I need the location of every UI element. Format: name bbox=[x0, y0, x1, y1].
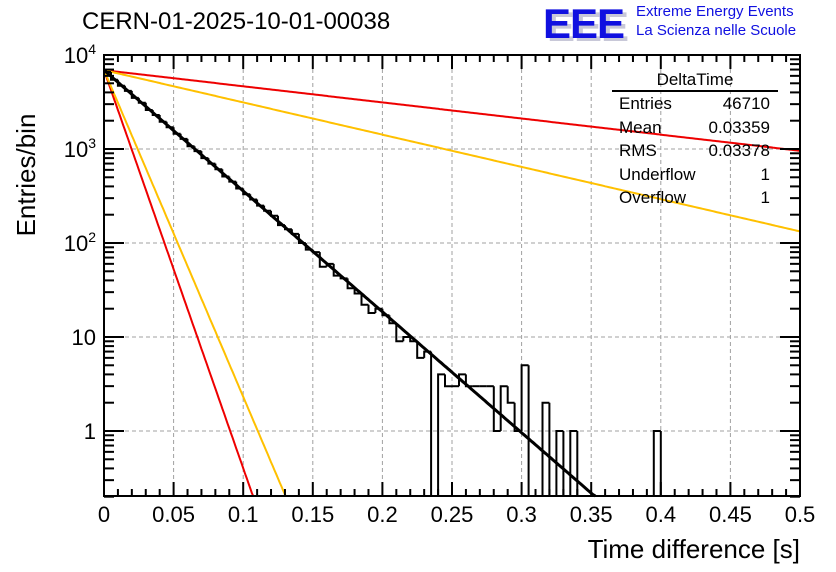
y-tick-label: 104 bbox=[64, 41, 96, 68]
stats-label: Overflow bbox=[619, 188, 687, 207]
histogram-bin bbox=[520, 364, 529, 431]
stats-row-overflow: Overflow 1 bbox=[612, 186, 778, 210]
x-tick-label: 0.5 bbox=[785, 502, 816, 527]
histogram-bin bbox=[562, 431, 571, 497]
fit-lines bbox=[103, 69, 801, 497]
x-tick-label: 0 bbox=[98, 502, 110, 527]
histogram-bin bbox=[555, 430, 564, 496]
histogram-bin bbox=[402, 336, 411, 342]
histogram-bin bbox=[437, 373, 445, 496]
stats-row-underflow: Underflow 1 bbox=[612, 163, 778, 187]
histogram-bin bbox=[103, 71, 111, 496]
histogram-bin bbox=[652, 430, 661, 496]
x-tick-label: 0.1 bbox=[228, 502, 259, 527]
histogram-bin bbox=[506, 386, 515, 404]
axes: 0 0.05 0.1 0.15 0.2 0.25 0.3 0.35 0.4 0.45 0.5 1 10 1… bbox=[64, 41, 816, 527]
x-tick-label: 0.15 bbox=[291, 502, 334, 527]
histogram-bin bbox=[548, 402, 557, 497]
histogram-bin bbox=[492, 386, 501, 432]
series-line-fit bbox=[102, 69, 597, 498]
stats-row-entries: Entries 46710 bbox=[612, 92, 778, 116]
plot-title: CERN-01-2025-10-01-00038 bbox=[82, 8, 391, 35]
histogram-bin bbox=[659, 431, 668, 497]
y-tick-label: 1 bbox=[84, 419, 96, 444]
stats-row-rms: RMS 0.03378 bbox=[612, 139, 778, 163]
histogram-bin bbox=[430, 351, 439, 497]
series-line-red-steep bbox=[103, 69, 255, 497]
stats-value: 0.03378 bbox=[708, 141, 770, 160]
x-tick-label: 0.4 bbox=[646, 502, 677, 527]
series-line-yellow-steep bbox=[103, 69, 287, 497]
x-axis-label: Time difference [s] bbox=[588, 534, 800, 564]
series-line-yellow-shallow bbox=[103, 69, 801, 233]
grid bbox=[104, 54, 800, 496]
histogram-bin bbox=[444, 374, 452, 388]
x-tick-label: 0.05 bbox=[152, 502, 195, 527]
histogram-bin bbox=[360, 293, 369, 306]
y-tick-label: 103 bbox=[64, 135, 96, 162]
stats-label: Entries bbox=[619, 94, 672, 113]
stats-label: Underflow bbox=[619, 164, 696, 184]
y-tick-label: 10 bbox=[72, 325, 96, 350]
x-tick-label: 0.45 bbox=[709, 502, 752, 527]
x-tick-label: 0.3 bbox=[506, 502, 537, 527]
stats-label: RMS bbox=[619, 141, 657, 160]
x-tick-label: 0.2 bbox=[367, 502, 398, 527]
x-tick-label: 0.25 bbox=[431, 502, 474, 527]
histogram-bin bbox=[541, 401, 550, 496]
y-tick-label: 102 bbox=[64, 229, 96, 256]
stats-value: 46710 bbox=[722, 94, 770, 113]
stats-label: Mean bbox=[619, 117, 662, 137]
x-tick-label: 0.35 bbox=[570, 502, 613, 527]
histogram-bin bbox=[367, 304, 376, 314]
histogram-bin bbox=[416, 341, 425, 359]
y-axis-label: Entries/bin bbox=[11, 114, 41, 237]
histogram-bin bbox=[569, 430, 578, 496]
histogram-bin bbox=[458, 373, 466, 387]
stats-title: DeltaTime bbox=[612, 70, 778, 92]
stats-row-mean: Mean 0.03359 bbox=[612, 116, 778, 140]
eee-logo: EEE bbox=[543, 0, 625, 47]
stats-value: 1 bbox=[760, 188, 770, 207]
stats-box: DeltaTime Entries 46710 Mean 0.03359 RMS 0.… bbox=[612, 70, 778, 210]
logo-text-line2: La Scienza nelle Scuole bbox=[636, 22, 797, 39]
fit-curve bbox=[102, 69, 597, 498]
histogram-bin bbox=[499, 385, 508, 431]
series-line-red-shallow bbox=[103, 69, 801, 152]
histogram-bin bbox=[395, 323, 404, 343]
stats-value: 1 bbox=[760, 164, 770, 184]
logo-text-line1: Extreme Energy Events bbox=[636, 3, 794, 20]
stats-value: 0.03359 bbox=[708, 117, 770, 137]
